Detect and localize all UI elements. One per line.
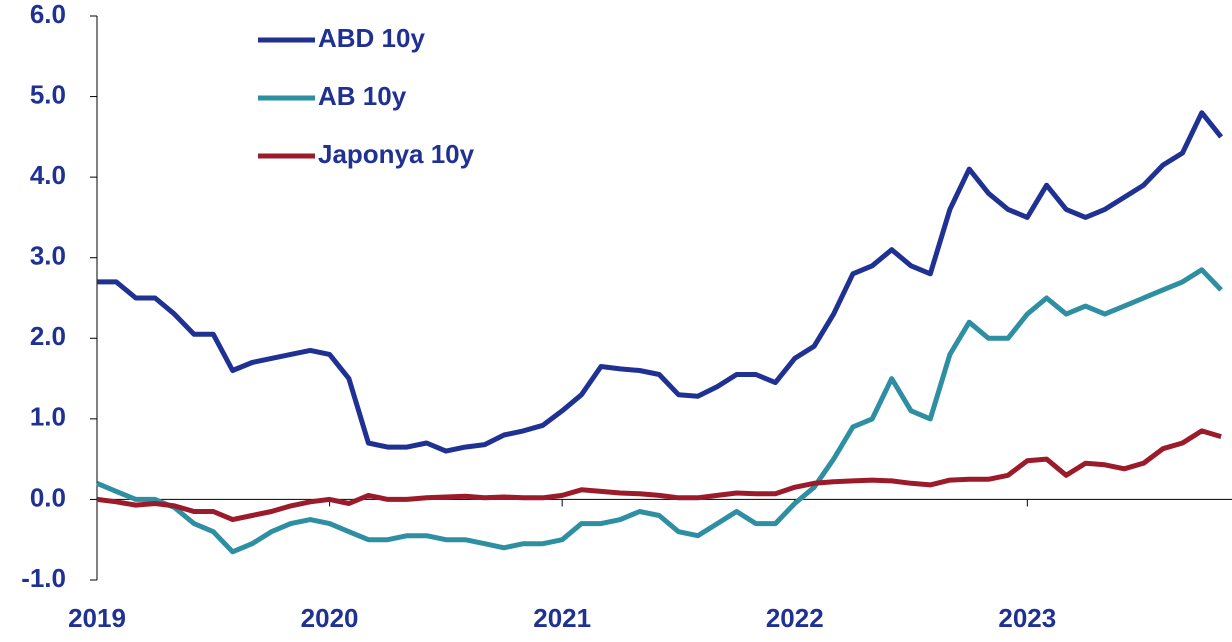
legend-label: AB 10y [318,81,407,111]
series-line [96,428,1222,523]
x-tick-label: 2021 [533,603,591,633]
x-tick-label: 2020 [301,603,359,633]
legend-label: Japonya 10y [318,139,475,169]
y-tick-label: 2.0 [30,321,66,351]
x-tick-label: 2022 [766,603,824,633]
x-tick-label: 2019 [68,603,126,633]
y-tick-label: 4.0 [30,160,66,190]
y-tick-label: 6.0 [30,0,66,29]
y-tick-label: 0.0 [30,482,66,512]
x-tick-label: 2023 [998,603,1056,633]
y-tick-label: 1.0 [30,402,66,432]
y-tick-label: 3.0 [30,241,66,271]
series-line [96,267,1223,555]
legend-label: ABD 10y [318,23,425,53]
y-tick-label: 5.0 [30,79,66,109]
series-line [97,110,1224,454]
y-tick-label: -1.0 [21,563,66,593]
